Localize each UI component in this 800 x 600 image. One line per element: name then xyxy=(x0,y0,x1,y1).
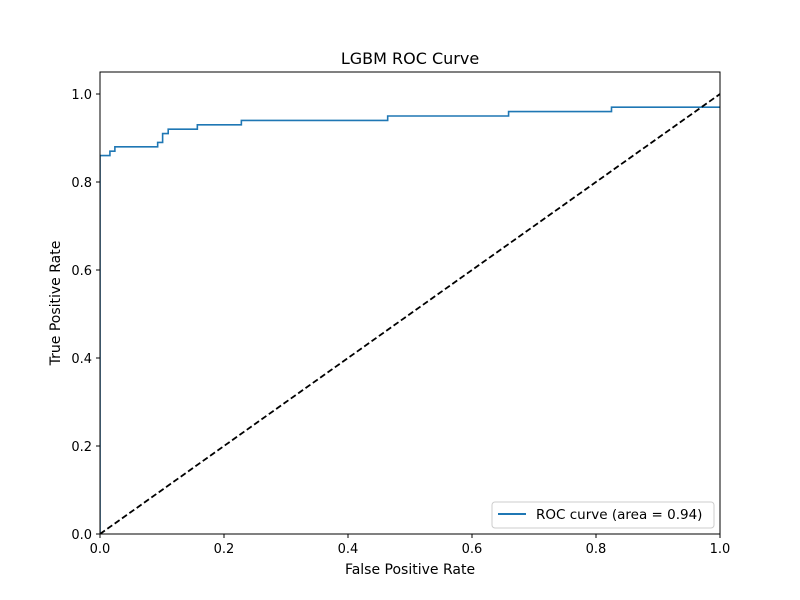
chance-diagonal-line xyxy=(100,93,720,534)
x-tick-label: 0.6 xyxy=(462,542,483,557)
y-tick-label: 1.0 xyxy=(71,88,92,103)
chart-title: LGBM ROC Curve xyxy=(341,49,479,68)
roc-curve-line xyxy=(100,106,720,534)
legend-label: ROC curve (area = 0.94) xyxy=(536,507,702,523)
legend: ROC curve (area = 0.94) xyxy=(491,501,715,529)
tick-layer: 0.0 0.2 0.4 0.6 0.8 1.0 0.0 0.2 0.4 0.6 0.8 1.0 xyxy=(71,88,730,557)
x-tick-label: 0.0 xyxy=(90,542,111,557)
y-axis-label: True Positive Rate xyxy=(48,241,64,367)
legend-box xyxy=(491,501,715,529)
y-tick-label: 0.8 xyxy=(71,176,92,191)
x-tick-label: 0.4 xyxy=(338,542,359,557)
x-tick-label: 1.0 xyxy=(710,542,731,557)
y-tick-label: 0.6 xyxy=(71,264,92,279)
series-layer xyxy=(100,93,720,534)
x-tick-label: 0.8 xyxy=(586,542,607,557)
y-tick-label: 0.4 xyxy=(71,352,92,367)
x-axis-label: False Positive Rate xyxy=(345,562,475,578)
y-tick-label: 0.0 xyxy=(71,528,92,543)
y-tick-label: 0.2 xyxy=(71,440,92,455)
plot-frame xyxy=(99,71,721,535)
x-tick-label: 0.2 xyxy=(214,542,235,557)
